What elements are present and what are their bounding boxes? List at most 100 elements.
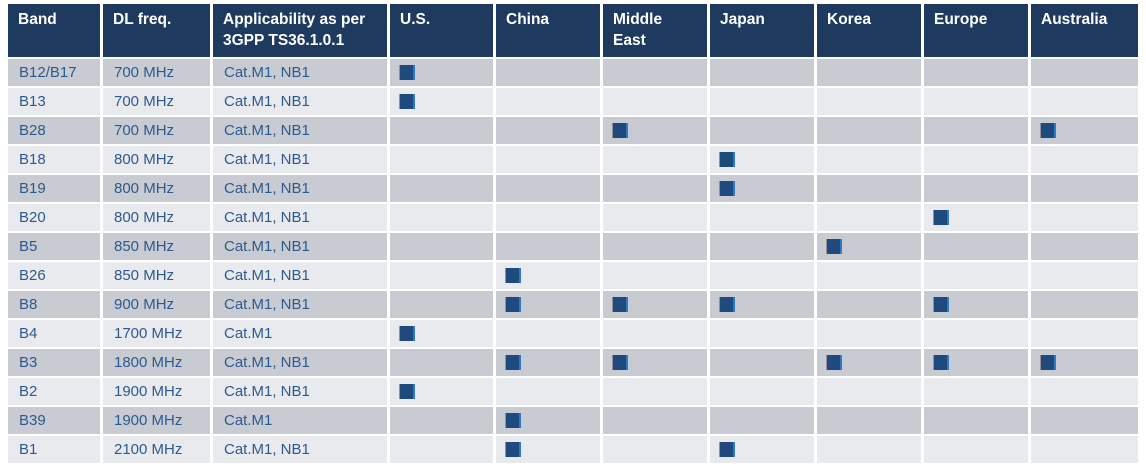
dl-freq-cell: 1900 MHz <box>103 407 210 434</box>
band-applicability-table: Band DL freq. Applicability as per 3GPP … <box>5 2 1141 465</box>
region-cell-us <box>390 320 493 347</box>
applicable-square-marker <box>612 354 628 370</box>
region-cell-middle-east <box>603 59 707 86</box>
applicable-square-marker <box>505 296 521 312</box>
region-cell-china <box>496 175 600 202</box>
region-cell-china <box>496 320 600 347</box>
applicable-square-marker <box>933 354 949 370</box>
region-cell-australia <box>1031 117 1138 144</box>
region-cell-europe <box>924 436 1028 463</box>
column-header-china: China <box>496 4 600 57</box>
region-cell-europe <box>924 175 1028 202</box>
dl-freq-cell: 800 MHz <box>103 175 210 202</box>
dl-freq-cell: 1900 MHz <box>103 378 210 405</box>
dl-freq-cell: 900 MHz <box>103 291 210 318</box>
region-cell-middle-east <box>603 320 707 347</box>
column-header-australia: Australia <box>1031 4 1138 57</box>
region-cell-china <box>496 117 600 144</box>
table-row: B8 900 MHz Cat.M1, NB1 <box>8 291 1138 318</box>
table-row: B28 700 MHz Cat.M1, NB1 <box>8 117 1138 144</box>
band-cell: B28 <box>8 117 100 144</box>
dl-freq-cell: 850 MHz <box>103 262 210 289</box>
column-header-us: U.S. <box>390 4 493 57</box>
region-cell-europe <box>924 204 1028 231</box>
applicable-square-marker <box>505 354 521 370</box>
band-cell: B12/B17 <box>8 59 100 86</box>
region-cell-korea <box>817 378 921 405</box>
column-header-band: Band <box>8 4 100 57</box>
applicability-cell: Cat.M1, NB1 <box>213 146 387 173</box>
region-cell-middle-east <box>603 436 707 463</box>
band-cell: B4 <box>8 320 100 347</box>
applicable-square-marker <box>1040 354 1056 370</box>
region-cell-japan <box>710 349 814 376</box>
region-cell-australia <box>1031 59 1138 86</box>
region-cell-australia <box>1031 436 1138 463</box>
applicable-square-marker <box>505 441 521 457</box>
region-cell-korea <box>817 204 921 231</box>
region-cell-europe <box>924 378 1028 405</box>
region-cell-middle-east <box>603 262 707 289</box>
region-cell-middle-east <box>603 407 707 434</box>
column-header-label: Japan <box>720 11 765 28</box>
table-row: B13 700 MHz Cat.M1, NB1 <box>8 88 1138 115</box>
applicability-cell: Cat.M1, NB1 <box>213 59 387 86</box>
region-cell-japan <box>710 88 814 115</box>
dl-freq-cell: 800 MHz <box>103 204 210 231</box>
column-header-europe: Europe <box>924 4 1028 57</box>
applicable-square-marker <box>505 412 521 428</box>
region-cell-korea <box>817 233 921 260</box>
applicable-square-marker <box>719 441 735 457</box>
applicable-square-marker <box>719 151 735 167</box>
region-cell-japan <box>710 378 814 405</box>
column-header-label: Korea <box>827 11 871 28</box>
applicability-cell: Cat.M1, NB1 <box>213 349 387 376</box>
region-cell-korea <box>817 407 921 434</box>
band-cell: B19 <box>8 175 100 202</box>
region-cell-korea <box>817 146 921 173</box>
table-row: B18 800 MHz Cat.M1, NB1 <box>8 146 1138 173</box>
applicable-square-marker <box>505 267 521 283</box>
region-cell-australia <box>1031 204 1138 231</box>
region-cell-europe <box>924 59 1028 86</box>
region-cell-europe <box>924 233 1028 260</box>
region-cell-korea <box>817 349 921 376</box>
region-cell-australia <box>1031 349 1138 376</box>
column-header-label: China <box>506 11 550 28</box>
applicable-square-marker <box>399 325 415 341</box>
column-header-label: Middle East <box>613 11 663 49</box>
region-cell-europe <box>924 320 1028 347</box>
applicable-square-marker <box>719 296 735 312</box>
region-cell-middle-east <box>603 378 707 405</box>
region-cell-china <box>496 291 600 318</box>
column-header-label: Australia <box>1041 11 1108 28</box>
region-cell-middle-east <box>603 349 707 376</box>
table-body: B12/B17 700 MHz Cat.M1, NB1 B13 700 MHz Cat.M… <box>8 59 1138 463</box>
region-cell-us <box>390 262 493 289</box>
region-cell-us <box>390 378 493 405</box>
region-cell-japan <box>710 436 814 463</box>
region-cell-china <box>496 59 600 86</box>
applicability-cell: Cat.M1, NB1 <box>213 175 387 202</box>
region-cell-japan <box>710 204 814 231</box>
region-cell-korea <box>817 88 921 115</box>
dl-freq-cell: 2100 MHz <box>103 436 210 463</box>
region-cell-europe <box>924 262 1028 289</box>
applicability-cell: Cat.M1, NB1 <box>213 262 387 289</box>
applicable-square-marker <box>399 383 415 399</box>
table-row: B4 1700 MHz Cat.M1 <box>8 320 1138 347</box>
applicable-square-marker <box>1040 122 1056 138</box>
dl-freq-cell: 700 MHz <box>103 59 210 86</box>
region-cell-europe <box>924 349 1028 376</box>
region-cell-japan <box>710 175 814 202</box>
dl-freq-cell: 1800 MHz <box>103 349 210 376</box>
table-row: B39 1900 MHz Cat.M1 <box>8 407 1138 434</box>
region-cell-korea <box>817 59 921 86</box>
header-row: Band DL freq. Applicability as per 3GPP … <box>8 4 1138 57</box>
applicability-cell: Cat.M1, NB1 <box>213 88 387 115</box>
region-cell-japan <box>710 146 814 173</box>
applicable-square-marker <box>826 354 842 370</box>
band-cell: B5 <box>8 233 100 260</box>
region-cell-china <box>496 407 600 434</box>
